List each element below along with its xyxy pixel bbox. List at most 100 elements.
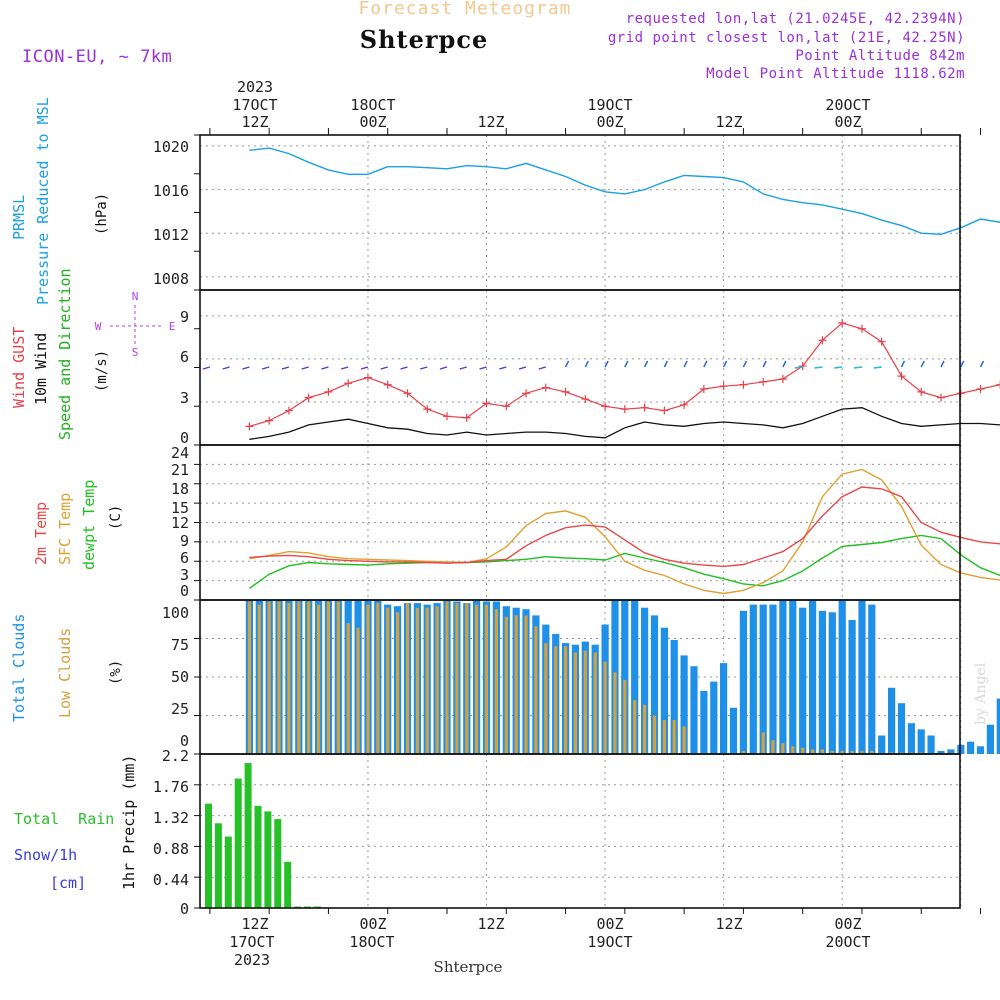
- low-cloud-bar: [326, 601, 330, 754]
- wind-direction-arrow: [979, 360, 985, 368]
- wind-gust-marker: [541, 383, 550, 392]
- meteogram-title: Forecast Meteogram: [358, 0, 571, 19]
- wind-direction-arrow: [222, 366, 230, 370]
- total-cloud-bar: [670, 640, 678, 754]
- total-cloud-bar: [759, 604, 767, 754]
- total-cloud-bar: [927, 735, 935, 754]
- low-cloud-bar: [623, 680, 627, 754]
- low-cloud-bar: [593, 652, 597, 754]
- wind-gust-line: [249, 322, 1000, 427]
- year-label-bottom: 2023: [234, 951, 270, 969]
- total-cloud-bar: [680, 655, 688, 754]
- panel-frame-pressure: [199, 134, 961, 291]
- wind-direction-arrow: [604, 360, 609, 368]
- low-cloud-bar: [475, 604, 479, 754]
- wind-direction-arrow: [624, 360, 629, 368]
- total-cloud-bar: [700, 690, 708, 754]
- wind-gust-marker: [897, 372, 906, 381]
- wind-direction-arrow: [564, 360, 570, 368]
- wind-10m-line: [249, 407, 1000, 440]
- temp-tick: 21: [171, 461, 189, 479]
- rain-bar: [284, 861, 292, 908]
- temp-panel-labels: 2m Temp SFC Temp dewpt Temp (C) 24 21 18…: [32, 444, 189, 600]
- wind-gust-marker: [877, 337, 886, 346]
- date-label-bottom: 19OCT: [587, 933, 632, 951]
- temp-tick: 24: [171, 444, 189, 462]
- low-cloud-bar: [396, 612, 400, 754]
- total-cloud-bar: [848, 620, 856, 754]
- low-cloud-bar: [267, 601, 271, 754]
- rain-bar: [244, 763, 252, 908]
- date-label-top: 18OCT: [350, 96, 395, 114]
- compass-south: S: [132, 346, 139, 359]
- low-cloud-bar: [761, 732, 765, 754]
- total-cloud-bar: [947, 749, 955, 754]
- hour-label-top: 00Z: [834, 113, 861, 131]
- low-cloud-bar: [672, 720, 676, 754]
- hour-label-top: 12Z: [477, 113, 504, 131]
- low-cloud-bar: [425, 607, 429, 754]
- total-cloud-bar: [660, 627, 668, 754]
- wind-direction-arrow: [301, 366, 309, 370]
- low-cloud-bar: [415, 607, 419, 754]
- wind-gust-marker: [581, 395, 590, 404]
- low-cloud-bar: [544, 643, 548, 754]
- low-cloud-bar: [524, 615, 528, 754]
- wind-direction-arrow: [459, 366, 467, 370]
- total-cloud-bar: [917, 729, 925, 754]
- wind-panel-labels: Wind GUST 10m Wind Speed and Direction (…: [10, 268, 189, 447]
- low-cloud-bar: [297, 601, 301, 754]
- station-name: Shterpce: [360, 25, 488, 54]
- snow-label: Snow/1h: [14, 846, 77, 864]
- total-cloud-bar: [897, 703, 906, 754]
- precip-tick: 1.76: [153, 778, 189, 796]
- low-cloud-bar: [741, 750, 745, 754]
- wind-gust-marker: [324, 387, 333, 396]
- wind-direction-arrow: [762, 360, 767, 368]
- wind-direction-arrow: [900, 360, 906, 368]
- low-cloud-bar: [504, 616, 508, 754]
- precip-tick: 0.44: [153, 871, 189, 889]
- low-cloud-bar: [771, 740, 775, 754]
- wind-gust-marker: [976, 385, 985, 394]
- wind-gust-marker: [660, 406, 669, 415]
- wind-gust-marker: [462, 413, 471, 422]
- total-cloud-bar: [631, 600, 639, 754]
- precip-tick: 0: [180, 900, 189, 918]
- wind-direction-arrow: [584, 360, 589, 368]
- wind-gust-marker: [620, 405, 629, 414]
- temp-tick: 9: [180, 532, 189, 550]
- pressure-panel-labels: PRMSL Pressure Reduced to MSL (hPa) 1020…: [10, 97, 189, 305]
- total-cloud-bar: [650, 615, 659, 754]
- panel-frame-wind: [199, 289, 961, 446]
- low-cloud-bar: [356, 627, 360, 754]
- low-cloud-bar: [494, 609, 498, 754]
- total-cloud-bar: [789, 600, 797, 754]
- rain-bar: [224, 836, 232, 908]
- hour-label-bottom: 12Z: [241, 915, 268, 933]
- low-cloud-bar: [257, 604, 261, 754]
- low-cloud-bar: [870, 750, 874, 754]
- wind-direction-arrow: [499, 366, 507, 370]
- wind-gust-label: Wind GUST: [10, 327, 28, 408]
- wind-gust-marker: [719, 382, 728, 391]
- total-cloud-bar: [739, 610, 747, 754]
- wind-direction-arrow: [281, 366, 290, 370]
- wind-gust-marker: [482, 399, 491, 408]
- low-cloud-bar: [247, 601, 251, 754]
- temp-tick: 15: [171, 499, 189, 517]
- pressure-msl-label: Pressure Reduced to MSL: [34, 97, 52, 305]
- low-cloud-bar: [781, 743, 785, 754]
- total-cloud-bar: [749, 604, 757, 754]
- date-label-top: 19OCT: [587, 96, 632, 114]
- total-cloud-bar: [957, 744, 965, 754]
- temp-2m-label: 2m Temp: [32, 502, 50, 565]
- wind-direction-arrow: [782, 360, 787, 368]
- grid-point-coords: grid point closest lon,lat (21E, 42.25N): [608, 30, 965, 46]
- point-altitude: Point Altitude 842m: [795, 48, 965, 64]
- wind-direction-arrow: [920, 360, 925, 368]
- low-cloud-bar: [583, 650, 587, 754]
- wind-tick: 3: [180, 389, 189, 407]
- wind-direction-arrow: [400, 366, 408, 370]
